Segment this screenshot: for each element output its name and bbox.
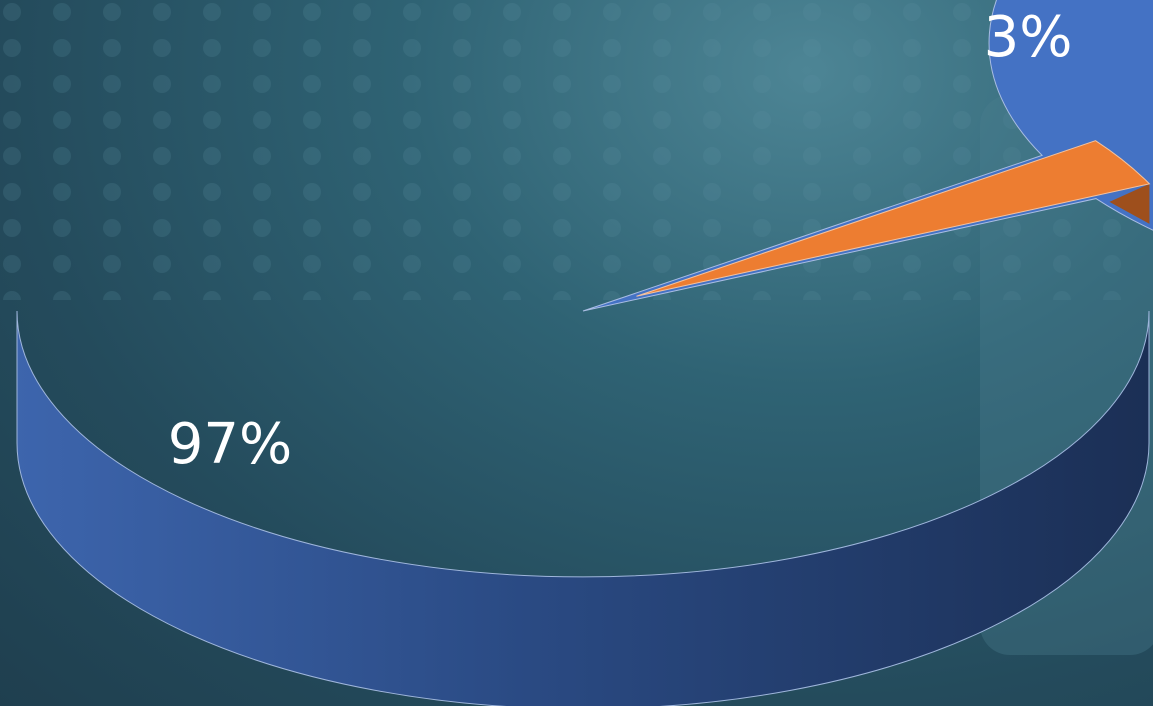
background-dot-pattern xyxy=(0,0,1153,300)
pie-slice-main xyxy=(582,0,1153,312)
pie-slice-minor-side xyxy=(1109,183,1150,224)
data-label-main: 97% xyxy=(168,412,292,477)
data-label-minor: 3% xyxy=(984,5,1073,70)
pie-group xyxy=(16,0,1153,706)
pie-slice-minor-0 xyxy=(636,140,1151,297)
pie-slice-main-side xyxy=(16,310,1150,706)
